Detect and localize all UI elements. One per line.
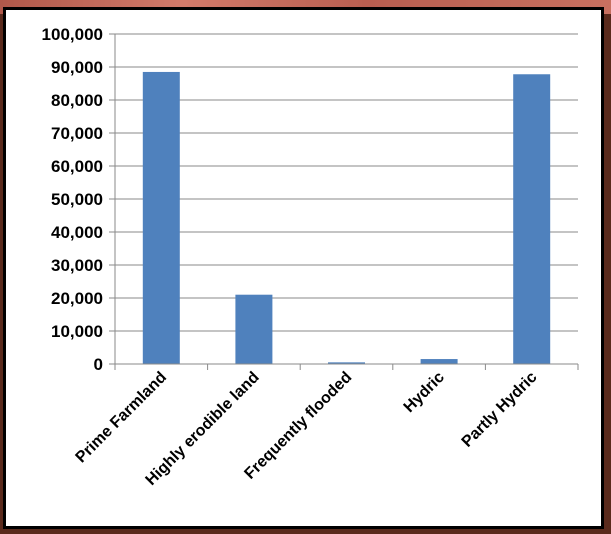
x-category-label: Frequently flooded (241, 369, 355, 483)
x-category-label: Partly Hydric (459, 369, 541, 451)
y-tick-label: 40,000 (51, 223, 103, 242)
y-tick-label: 60,000 (51, 157, 103, 176)
y-tick-label: 90,000 (51, 58, 103, 77)
x-category-label: Prime Farmland (73, 369, 171, 467)
x-category-label: Hydric (401, 369, 448, 416)
bar-hydric (420, 359, 458, 364)
gridlines (115, 33, 578, 332)
bars (142, 71, 551, 364)
y-axis: 0 10,000 20,000 30,000 40,000 50,000 60,000 70,… (42, 25, 116, 374)
y-tick-label: 50,000 (51, 190, 103, 209)
chart-frame (3, 7, 604, 529)
y-tick-label: 20,000 (51, 289, 103, 308)
bar-frequently-flooded (328, 362, 365, 364)
bar-prime-farmland (142, 71, 180, 364)
y-tick-label: 80,000 (51, 91, 103, 110)
y-tick-label: 100,000 (42, 25, 103, 44)
y-tick-label: 30,000 (51, 256, 103, 275)
bar-highly-erodible-land (235, 294, 273, 364)
y-tick-label: 10,000 (51, 322, 103, 341)
y-tick-label: 70,000 (51, 124, 103, 143)
bar-partly-hydric (513, 74, 551, 364)
y-tick-label: 0 (94, 355, 103, 374)
